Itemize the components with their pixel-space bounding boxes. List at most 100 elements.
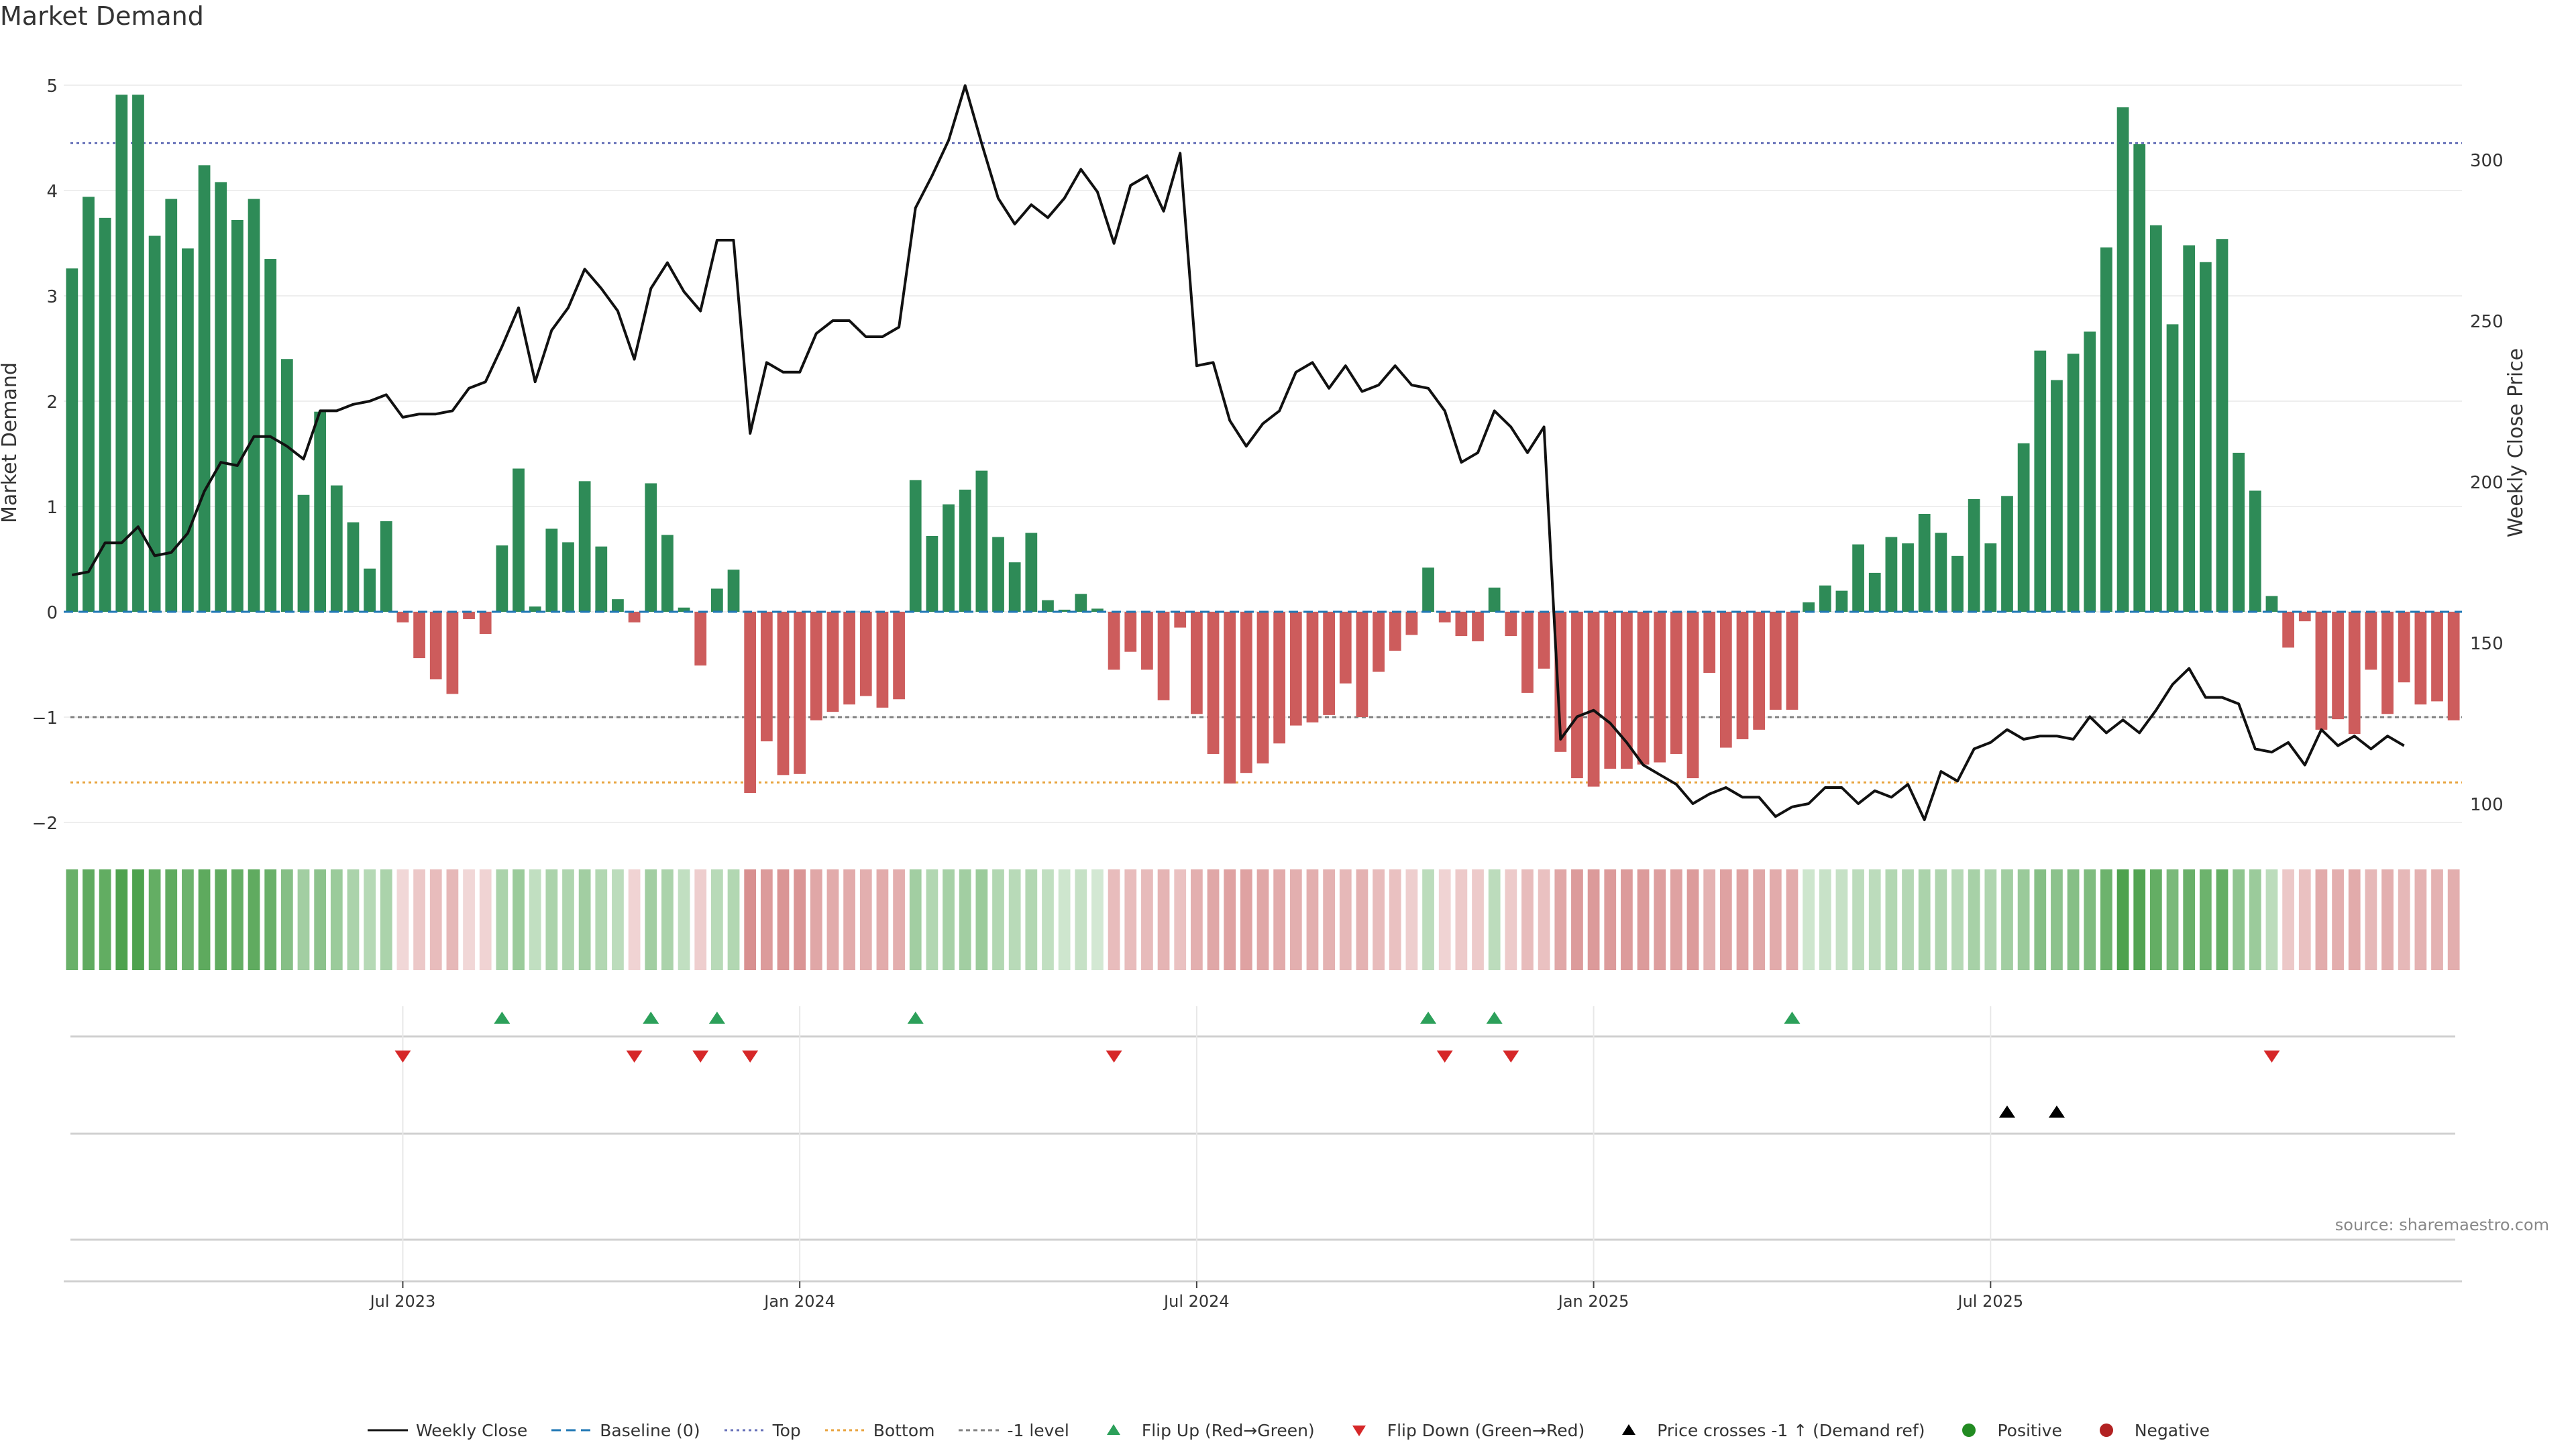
crowding-cell (1273, 869, 1286, 970)
legend-label: Baseline (0) (600, 1420, 700, 1440)
demand-bar (1786, 612, 1799, 710)
demand-bar (2282, 612, 2294, 648)
crowding-cell (148, 869, 161, 970)
demand-bar (1538, 612, 1550, 669)
crowding-cell (1868, 869, 1881, 970)
demand-bar (2034, 350, 2047, 612)
y-tick-label: 3 (46, 287, 58, 307)
demand-bar (1521, 612, 1534, 693)
crowding-cell (1968, 869, 1980, 970)
crowding-cell (1058, 869, 1071, 970)
demand-bar (1356, 612, 1368, 717)
crowding-cell (297, 869, 310, 970)
crowding-cell (943, 869, 955, 970)
crowding-cell (2332, 869, 2344, 970)
crowding-cell (1488, 869, 1501, 970)
crowding-cell (2001, 869, 2013, 970)
y2-tick-label: 150 (2470, 634, 2504, 654)
demand-bar (330, 485, 343, 612)
legend-flip-up: Flip Up (Red→Green) (1092, 1420, 1315, 1440)
crowding-cell (2381, 869, 2394, 970)
legend-positive: Positive (1947, 1420, 2062, 1440)
crowding-cell (2084, 869, 2096, 970)
legend-bottom: Bottom (824, 1420, 935, 1440)
y2-tick-label: 200 (2470, 473, 2504, 493)
demand-bar (198, 165, 211, 612)
y-tick-label: 4 (46, 182, 58, 202)
crowding-cell (645, 869, 657, 970)
crowding-cell (1323, 869, 1335, 970)
flip-down-marker (1106, 1051, 1122, 1063)
crowding-cell (1654, 869, 1666, 970)
crowding-cell (2365, 869, 2377, 970)
demand-bar (148, 235, 161, 612)
flip-down-marker (1436, 1051, 1453, 1063)
demand-bar (1935, 533, 1947, 612)
x-tick-label: Jan 2025 (1557, 1292, 1629, 1311)
circle-icon (2085, 1420, 2128, 1440)
demand-bar (463, 612, 475, 619)
y-tick-label: 5 (46, 76, 58, 97)
crowding-cell (926, 869, 938, 970)
crowding-cell (1157, 869, 1170, 970)
legend-label: Top (772, 1420, 801, 1440)
demand-bar (2398, 612, 2410, 683)
crowding-cell (893, 869, 905, 970)
demand-bar (2067, 354, 2080, 612)
crowding-cell (2265, 869, 2278, 970)
crowding-cell (1521, 869, 1534, 970)
crowding-cell (1389, 869, 1401, 970)
demand-bar (959, 489, 971, 612)
demand-bar (843, 612, 855, 705)
crowding-cell (2067, 869, 2080, 970)
crowding-cell (1935, 869, 1947, 970)
demand-bar (1472, 612, 1484, 641)
demand-bar (1736, 612, 1749, 739)
demand-bar (1505, 612, 1517, 637)
demand-bar (66, 268, 78, 612)
crowding-cell (2398, 869, 2410, 970)
crowding-cell (364, 869, 376, 970)
demand-bar (859, 612, 872, 696)
y-tick-label: 0 (46, 603, 58, 623)
demand-bar (2051, 380, 2063, 612)
crowding-cell (1025, 869, 1038, 970)
demand-bar (794, 612, 806, 774)
crowding-cell (2116, 869, 2129, 970)
crowding-cell (2348, 869, 2361, 970)
crowding-cell (1571, 869, 1583, 970)
demand-bar (280, 359, 293, 612)
y-tick-label: −1 (32, 708, 58, 729)
crowding-cell (545, 869, 558, 970)
demand-bar (1339, 612, 1352, 684)
crowding-cell (2100, 869, 2112, 970)
demand-bar (1703, 612, 1716, 674)
demand-bar (1191, 612, 1203, 714)
crowding-cell (496, 869, 508, 970)
crowding-cell (959, 869, 971, 970)
demand-bar (1455, 612, 1468, 637)
crowding-cell (1703, 869, 1716, 970)
crowding-cell (1852, 869, 1864, 970)
crowding-cell (2133, 869, 2146, 970)
demand-bar (2315, 612, 2328, 730)
crowding-cell (777, 869, 790, 970)
demand-bar (1124, 612, 1137, 652)
flip-down-marker (1503, 1051, 1519, 1063)
legend-label: Flip Up (Red→Green) (1141, 1420, 1315, 1440)
weekly-close-line (71, 84, 2405, 821)
chart-title: Market Demand (0, 1, 204, 31)
demand-bar (364, 568, 376, 612)
demand-bar (1289, 612, 1302, 726)
demand-bar (1587, 612, 1600, 787)
x-tick-label: Jul 2025 (1956, 1292, 2023, 1311)
y2-tick-label: 250 (2470, 312, 2504, 332)
x-tick-label: Jan 2024 (763, 1292, 835, 1311)
crowding-cell (380, 869, 392, 970)
demand-bar (1621, 612, 1633, 769)
crowding-cell (115, 869, 128, 970)
crowding-cell (280, 869, 293, 970)
legend-flip-down: Flip Down (Green→Red) (1338, 1420, 1585, 1440)
legend-label: Bottom (873, 1420, 935, 1440)
demand-bar (2265, 596, 2278, 612)
